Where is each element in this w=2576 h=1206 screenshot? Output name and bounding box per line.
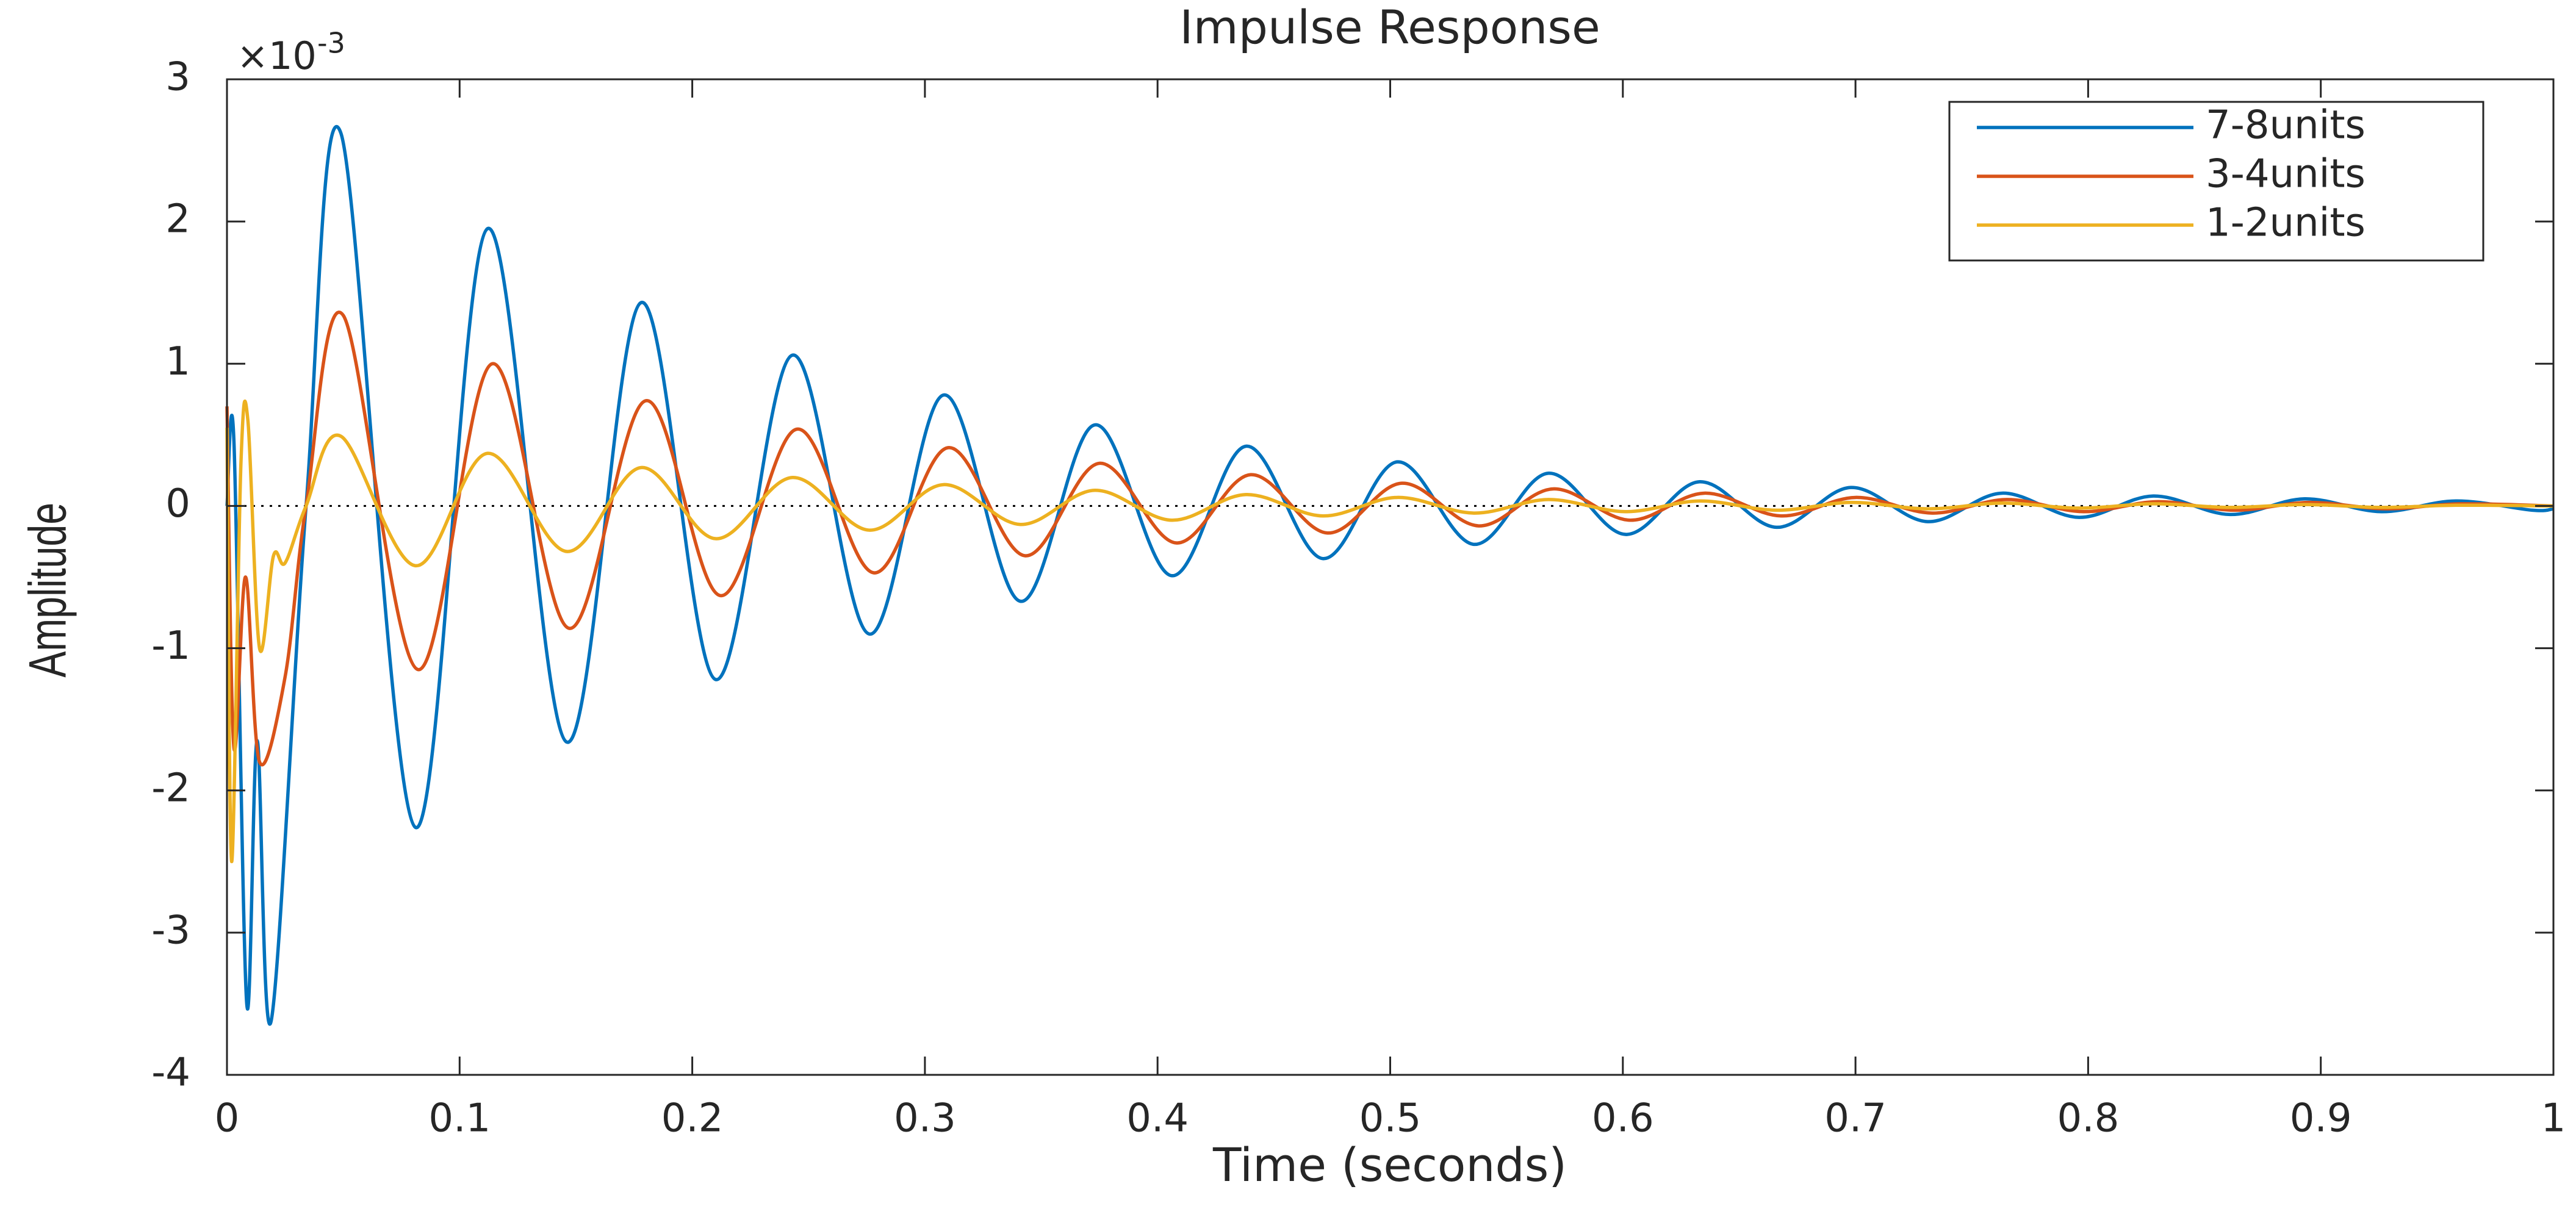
y-tick-label: 2 — [165, 197, 190, 242]
y-tick-label: -3 — [151, 908, 190, 953]
x-tick-label: 1 — [2541, 1096, 2566, 1141]
y-tick-label: -4 — [151, 1050, 190, 1096]
y-tick-label: 1 — [165, 339, 190, 384]
y-tick-label: 3 — [165, 55, 190, 100]
x-tick-label: 0.1 — [428, 1096, 491, 1141]
series-line — [225, 125, 2554, 1026]
x-tick-label: 0.8 — [2057, 1096, 2120, 1141]
legend-label: 3-4units — [2206, 152, 2366, 197]
x-tick-label: 0.2 — [661, 1096, 724, 1141]
x-tick-label: 0.5 — [1359, 1096, 1422, 1141]
chart-title: Impulse Response — [1179, 0, 1600, 54]
series-line — [225, 400, 2554, 864]
y-axis-label: Amplitude — [19, 503, 77, 678]
y-multiplier-exponent: -3 — [317, 27, 345, 60]
x-tick-label: 0.6 — [1592, 1096, 1654, 1141]
x-tick-label: 0.7 — [1824, 1096, 1887, 1141]
x-tick-label: 0.4 — [1126, 1096, 1189, 1141]
x-axis-label: Time (seconds) — [1212, 1138, 1567, 1192]
x-tick-label: 0.3 — [894, 1096, 956, 1141]
y-tick-label: 0 — [165, 481, 190, 526]
x-tick-label: 0.9 — [2290, 1096, 2352, 1141]
x-tick-label: 0 — [215, 1096, 240, 1141]
legend-label: 7-8units — [2206, 103, 2366, 148]
y-tick-label: -1 — [151, 623, 190, 669]
legend-label: 1-2units — [2206, 201, 2366, 246]
y-tick-label: -2 — [151, 766, 190, 811]
y-multiplier: ×10 — [237, 34, 317, 78]
